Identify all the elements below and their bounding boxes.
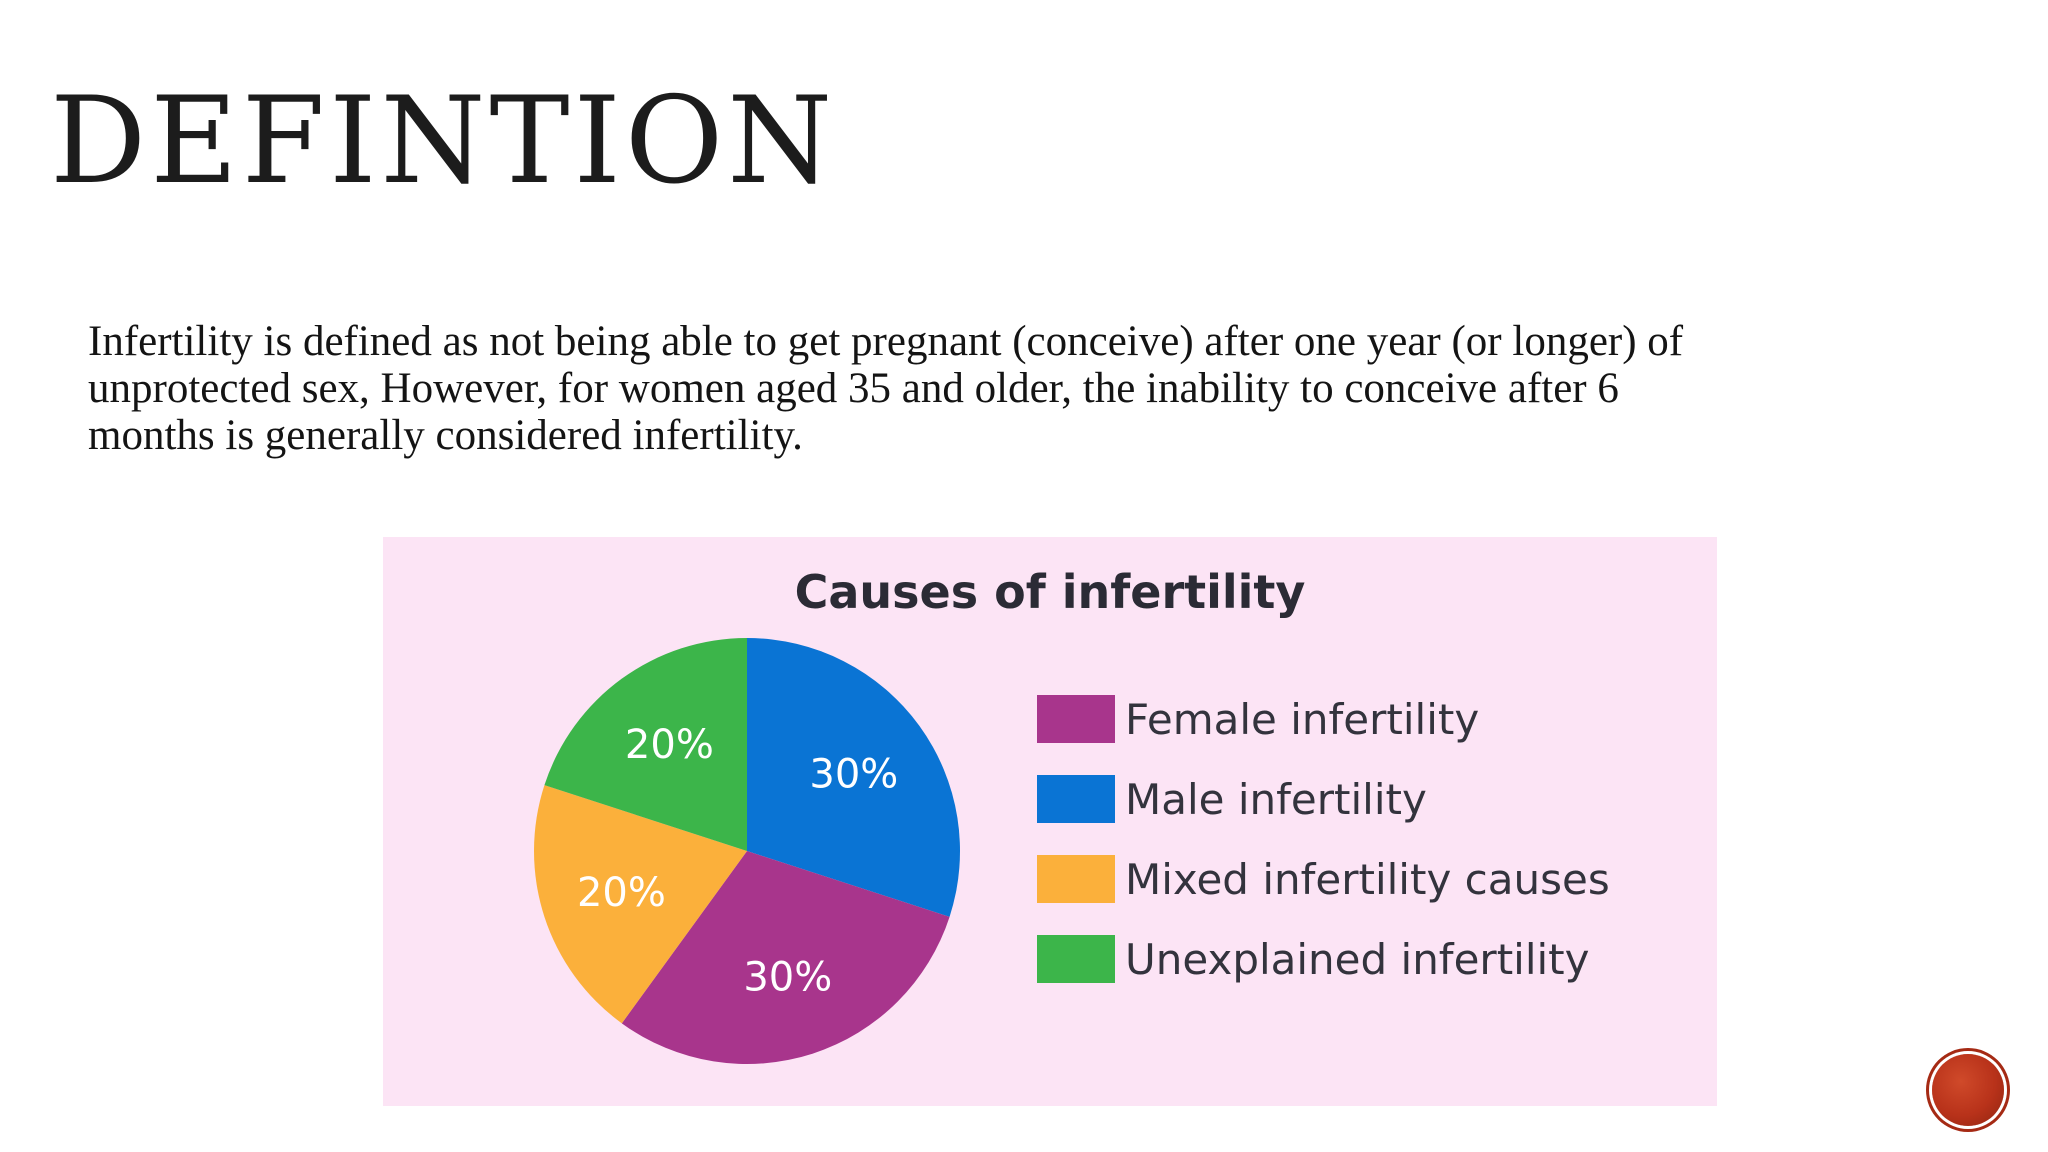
pie-slices — [534, 638, 960, 1064]
legend-label-unexplained-infertility: Unexplained infertility — [1125, 935, 1590, 984]
legend-label-male-infertility: Male infertility — [1125, 775, 1427, 824]
pie-slice-labels: 30% 30% 20% 20% — [577, 722, 898, 1000]
chart-panel: Causes of infertility 30% 30% 20% 20% Femal… — [383, 537, 1717, 1106]
legend-swatch-male-infertility — [1037, 775, 1115, 823]
chart-legend: Female infertility Male infertility Mixed … — [1037, 695, 1610, 984]
legend-swatch-mixed-infertility-causes — [1037, 855, 1115, 903]
legend-label-mixed-infertility-causes: Mixed infertility causes — [1125, 855, 1610, 904]
next-slide-circle-icon[interactable] — [1932, 1054, 2004, 1126]
chart-title: Causes of infertility — [795, 565, 1306, 619]
pie-slice-female-infertility — [621, 851, 950, 1064]
legend-label-female-infertility: Female infertility — [1125, 695, 1479, 744]
pie-slice-male-infertility — [747, 638, 960, 917]
pie-slice-mixed-infertility-causes — [534, 785, 747, 1024]
slide-title: DEFINTION — [50, 72, 837, 211]
definition-paragraph: Infertility is defined as not being able… — [88, 318, 1684, 459]
slice-label-mixed-infertility-causes: 20% — [577, 870, 666, 916]
slice-label-male-infertility: 30% — [809, 751, 898, 797]
legend-swatch-unexplained-infertility — [1037, 935, 1115, 983]
slice-label-female-infertility: 30% — [743, 955, 832, 1001]
slice-label-unexplained-infertility: 20% — [625, 722, 714, 768]
pie-slice-unexplained-infertility — [544, 638, 747, 851]
legend-swatch-female-infertility — [1037, 695, 1115, 743]
pie-chart: Causes of infertility 30% 30% 20% 20% Femal… — [534, 565, 1610, 1064]
